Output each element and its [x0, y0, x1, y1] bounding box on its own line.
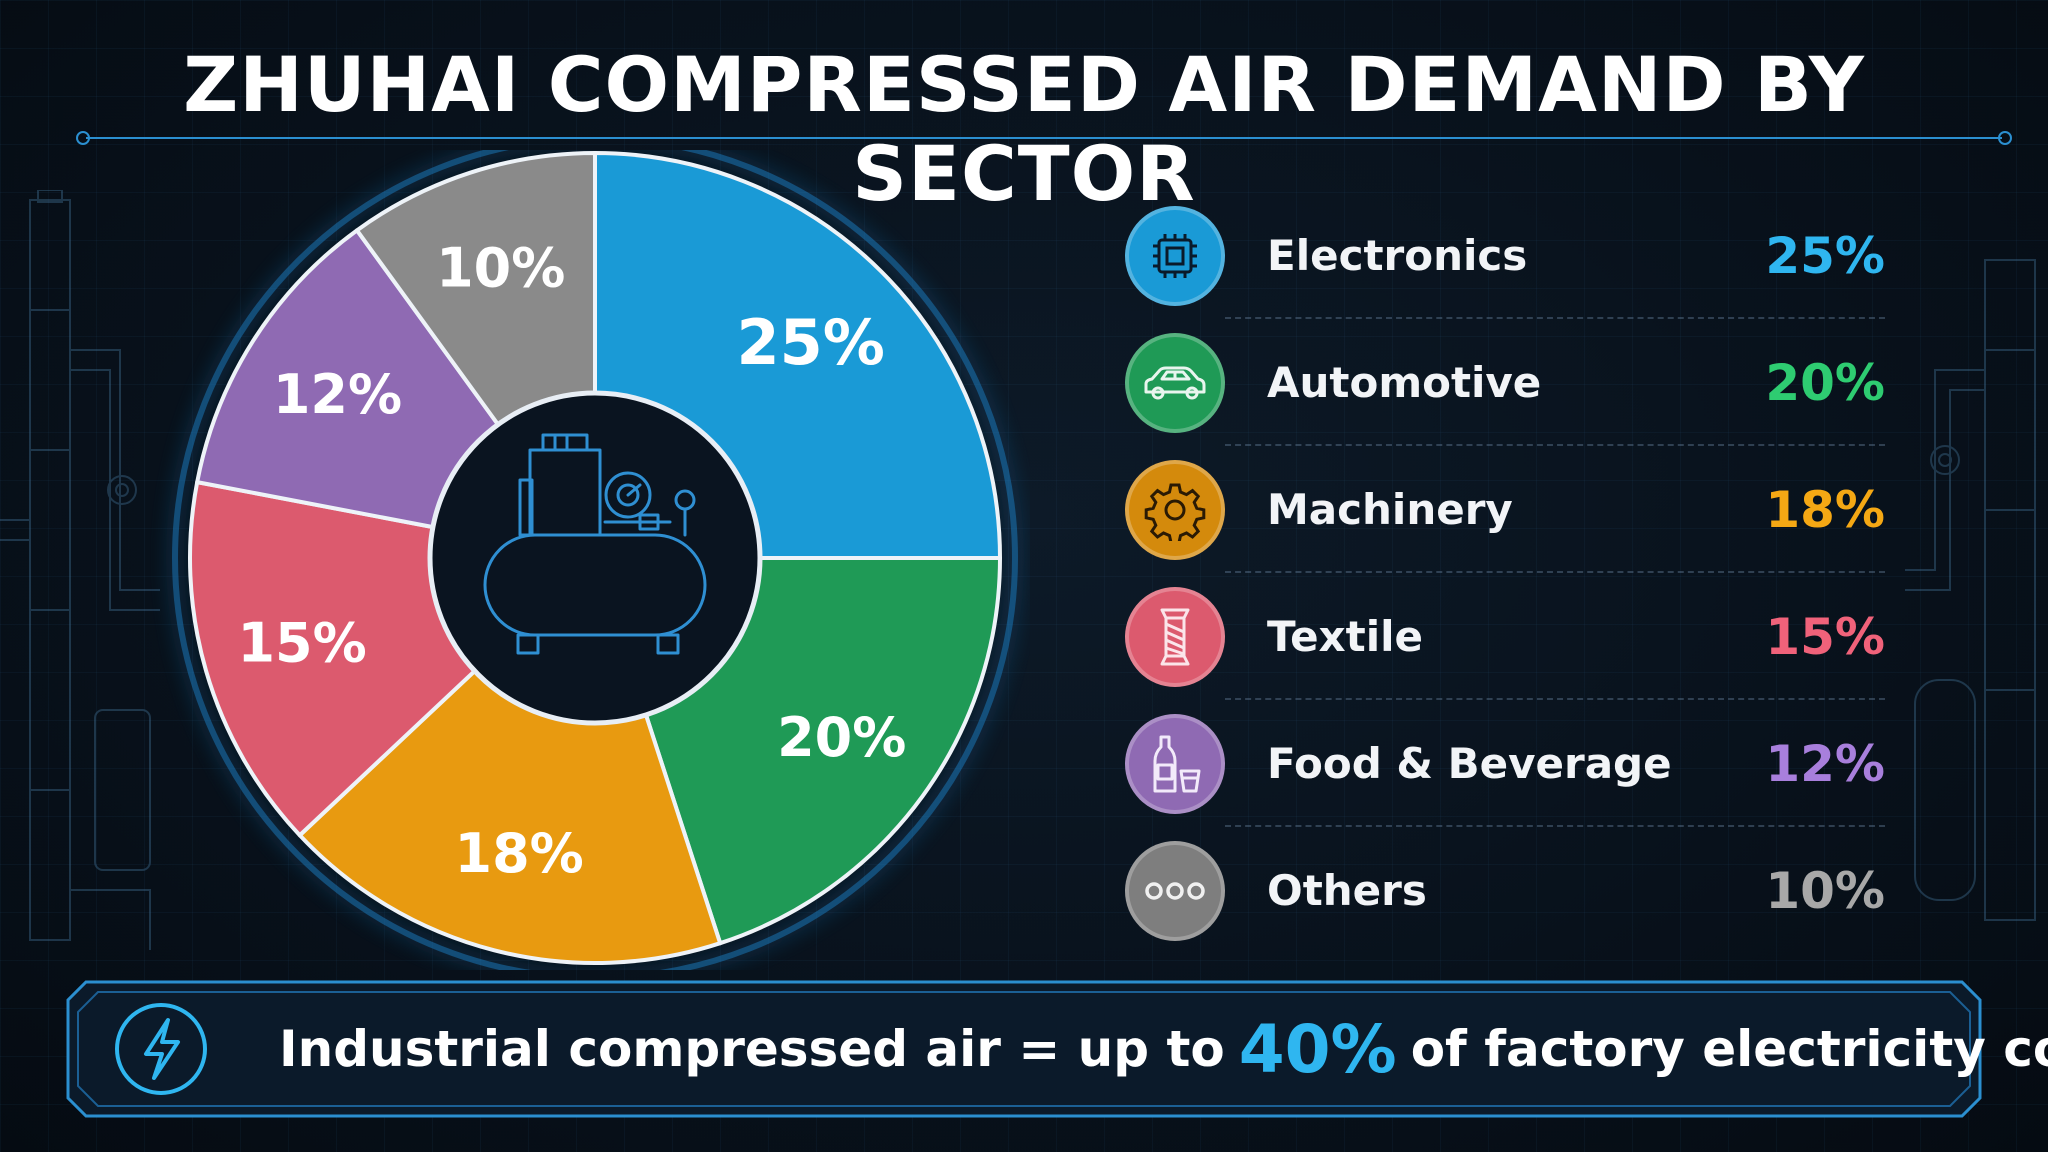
legend-item-automotive: Automotive 20%: [1125, 319, 1885, 446]
chart-legend: Electronics 25% Automotive 20% Machinery…: [1125, 192, 1885, 954]
slice-data-label: 12%: [273, 363, 402, 426]
slice-data-label: 10%: [436, 236, 565, 299]
bottle-glass-icon: [1125, 713, 1225, 814]
legend-item-food-beverage: Food & Beverage 12%: [1125, 700, 1885, 827]
legend-label: Automotive: [1267, 358, 1542, 407]
banner-frame: [66, 980, 1982, 1118]
pipes-decoration-left: [0, 190, 160, 950]
title-divider: [76, 131, 2012, 145]
slice-data-label: 20%: [777, 706, 906, 769]
more-dots-icon: [1125, 840, 1225, 941]
legend-value: 20%: [1765, 353, 1885, 412]
legend-label: Electronics: [1267, 231, 1528, 280]
legend-item-machinery: Machinery 18%: [1125, 446, 1885, 573]
legend-item-others: Others 10%: [1125, 827, 1885, 954]
legend-label: Others: [1267, 866, 1427, 915]
legend-value: 12%: [1765, 734, 1885, 793]
banner-text: Industrial compressed air = up to 40% of…: [279, 978, 2048, 1120]
legend-label: Machinery: [1267, 485, 1513, 534]
legend-value: 10%: [1765, 861, 1885, 920]
legend-item-electronics: Electronics 25%: [1125, 192, 1885, 319]
legend-value: 15%: [1765, 607, 1885, 666]
page-title: ZHUHAI COMPRESSED AIR DEMAND BY SECTOR: [183, 40, 1865, 218]
banner-highlight: 40%: [1238, 1010, 1397, 1088]
car-icon: [1125, 332, 1225, 433]
slice-data-label: 18%: [455, 822, 584, 885]
legend-item-textile: Textile 15%: [1125, 573, 1885, 700]
gear-icon: [1125, 459, 1225, 560]
pipes-decoration-right: [1905, 259, 2036, 921]
info-banner: Industrial compressed air = up to 40% of…: [64, 978, 2048, 1120]
banner-text-after: of factory electricity cost.: [1410, 1020, 2048, 1078]
legend-value: 18%: [1765, 480, 1885, 539]
donut-hole: [427, 390, 763, 726]
banner-text-before: Industrial compressed air = up to: [279, 1020, 1225, 1078]
legend-value: 25%: [1765, 226, 1885, 285]
donut-chart: 25% 20% 18% 15% 12% 10%: [172, 150, 1018, 970]
air-compressor-icon: [483, 433, 707, 655]
chip-icon: [1125, 205, 1225, 306]
donut-outer-glow: [172, 150, 1018, 970]
slice-data-label: 15%: [237, 612, 366, 675]
slice-data-label: 25%: [736, 306, 884, 379]
legend-label: Food & Beverage: [1267, 739, 1672, 788]
lightning-icon: [115, 1003, 207, 1095]
thread-spool-icon: [1125, 586, 1225, 687]
legend-label: Textile: [1267, 612, 1424, 661]
